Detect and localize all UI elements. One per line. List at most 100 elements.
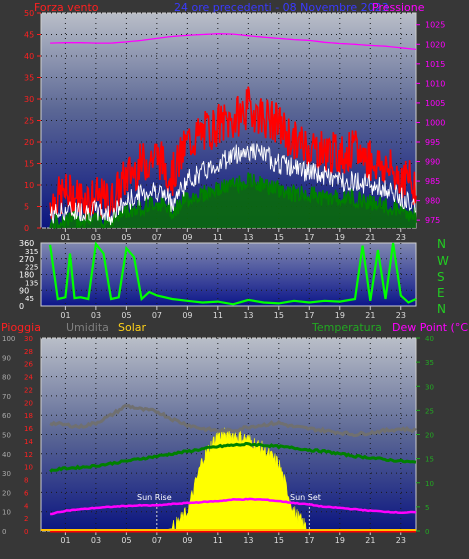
y-tick-label-direction: 360 [19, 239, 34, 248]
x-tick-label: 15 [274, 233, 284, 242]
y-tick-label-rain: 24 [24, 374, 33, 382]
y-tick-label-pressure: 1020 [425, 40, 445, 49]
y-tick-label-humidity: 70 [2, 393, 11, 401]
y-tick-label-temperature: 15 [425, 456, 434, 464]
x-tick-label: 09 [182, 233, 192, 242]
x-tick-label: 05 [121, 536, 131, 545]
x-tick-label: 17 [304, 311, 314, 320]
x-tick-label: 07 [152, 233, 162, 242]
x-tick-label: 15 [274, 311, 284, 320]
x-tick-label: 07 [152, 311, 162, 320]
y-tick-label-direction: 135 [25, 279, 38, 287]
y-tick-label-temperature: 30 [425, 383, 434, 391]
y-tick-label-wind: 0 [24, 224, 29, 233]
y-tick-label-pressure: 1000 [425, 118, 445, 127]
compass-label: N [437, 237, 446, 251]
sunset-label: Sun Set [290, 493, 321, 502]
y-tick-label-pressure: 995 [425, 138, 440, 147]
panel2-plot-area [40, 242, 417, 307]
temperature-line [49, 441, 417, 473]
y-tick-label-pressure: 1005 [425, 99, 445, 108]
y-tick-label-wind: 35 [24, 74, 34, 83]
compass-label: S [437, 270, 445, 284]
y-tick-label-temperature: 20 [425, 432, 434, 440]
chart-title: 24 ore precedenti - 08 Novembre 2023 [174, 1, 389, 14]
y-tick-label-temperature: 25 [425, 407, 434, 415]
y-tick-label-rain: 28 [24, 348, 33, 356]
y-tick-label-humidity: 80 [2, 374, 11, 382]
y-tick-label-wind: 20 [24, 138, 34, 147]
y-tick-label-temperature: 40 [425, 335, 434, 343]
x-tick-label: 03 [91, 233, 101, 242]
x-tick-label: 19 [335, 311, 345, 320]
x-tick-label: 19 [335, 233, 345, 242]
y-tick-label-rain: 0 [24, 528, 28, 536]
solar-baseline [41, 529, 416, 531]
x-tick-label: 11 [213, 233, 223, 242]
y-tick-label-humidity: 100 [2, 335, 15, 343]
x-tick-label: 09 [182, 311, 192, 320]
x-tick-label: 17 [304, 233, 314, 242]
y-tick-label-wind: 25 [24, 117, 34, 126]
y-tick-label-rain: 2 [24, 515, 28, 523]
y-tick-label-wind: 5 [24, 203, 29, 212]
wind-average-line [49, 143, 417, 226]
x-tick-label: 21 [365, 311, 375, 320]
y-tick-label-wind: 15 [24, 160, 34, 169]
pressure-line [50, 33, 417, 51]
y-tick-label-rain: 10 [24, 464, 33, 472]
y-tick-label-rain: 14 [24, 438, 33, 446]
humidity-label: Umidita [66, 321, 109, 334]
y-tick-label-rain: 6 [24, 489, 29, 497]
y-tick-label-rain: 4 [24, 502, 29, 510]
y-tick-label-wind: 40 [24, 52, 34, 61]
y-tick-label-direction: 315 [25, 248, 38, 256]
x-tick-label: 05 [121, 233, 131, 242]
pressure-label: Pressione [372, 1, 425, 14]
y-tick-label-direction: 90 [19, 286, 29, 295]
y-tick-label-humidity: 40 [2, 451, 11, 459]
y-tick-label-wind: 45 [24, 31, 34, 40]
y-tick-label-rain: 20 [24, 399, 33, 407]
y-tick-label-pressure: 990 [425, 158, 440, 167]
x-tick-label: 13 [243, 311, 253, 320]
y-tick-label-pressure: 1015 [425, 60, 445, 69]
x-tick-label: 05 [121, 311, 131, 320]
rain-label: Pioggia [1, 321, 41, 334]
y-tick-label-direction: 0 [19, 302, 24, 311]
y-tick-label-wind: 10 [24, 181, 34, 190]
x-tick-label: 17 [304, 536, 314, 545]
y-tick-label-pressure: 985 [425, 177, 440, 186]
y-tick-label-humidity: 60 [2, 412, 11, 420]
compass-label: W [437, 254, 449, 268]
x-tick-label: 07 [152, 536, 162, 545]
x-tick-label: 03 [91, 311, 101, 320]
x-tick-label: 03 [91, 536, 101, 545]
x-tick-label: 01 [60, 233, 70, 242]
y-tick-label-wind: 50 [24, 9, 34, 18]
y-tick-label-humidity: 50 [2, 432, 11, 440]
y-tick-label-humidity: 30 [2, 470, 11, 478]
y-tick-label-pressure: 1010 [425, 79, 445, 88]
x-tick-label: 21 [365, 536, 375, 545]
solar-label: Solar [118, 321, 147, 334]
y-tick-label-direction: 270 [19, 255, 34, 264]
x-tick-label: 15 [274, 536, 284, 545]
y-tick-label-pressure: 980 [425, 197, 440, 206]
y-tick-label-humidity: 20 [2, 489, 11, 497]
x-tick-label: 19 [335, 536, 345, 545]
wind-direction-line [49, 241, 417, 306]
y-tick-label-humidity: 90 [2, 354, 11, 362]
y-tick-label-humidity: 0 [2, 528, 6, 536]
y-tick-label-rain: 26 [24, 361, 33, 369]
y-tick-label-rain: 18 [24, 412, 33, 420]
wind-gust-line [49, 86, 417, 220]
compass-label: N [437, 302, 446, 316]
dewpoint-label: Dew Point (°C) [392, 321, 469, 334]
temperature-label: Temperatura [311, 321, 382, 334]
x-tick-label: 23 [396, 536, 406, 545]
x-tick-label: 11 [213, 536, 223, 545]
y-tick-label-rain: 12 [24, 451, 33, 459]
